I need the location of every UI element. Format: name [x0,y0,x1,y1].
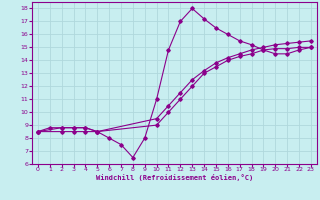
X-axis label: Windchill (Refroidissement éolien,°C): Windchill (Refroidissement éolien,°C) [96,174,253,181]
